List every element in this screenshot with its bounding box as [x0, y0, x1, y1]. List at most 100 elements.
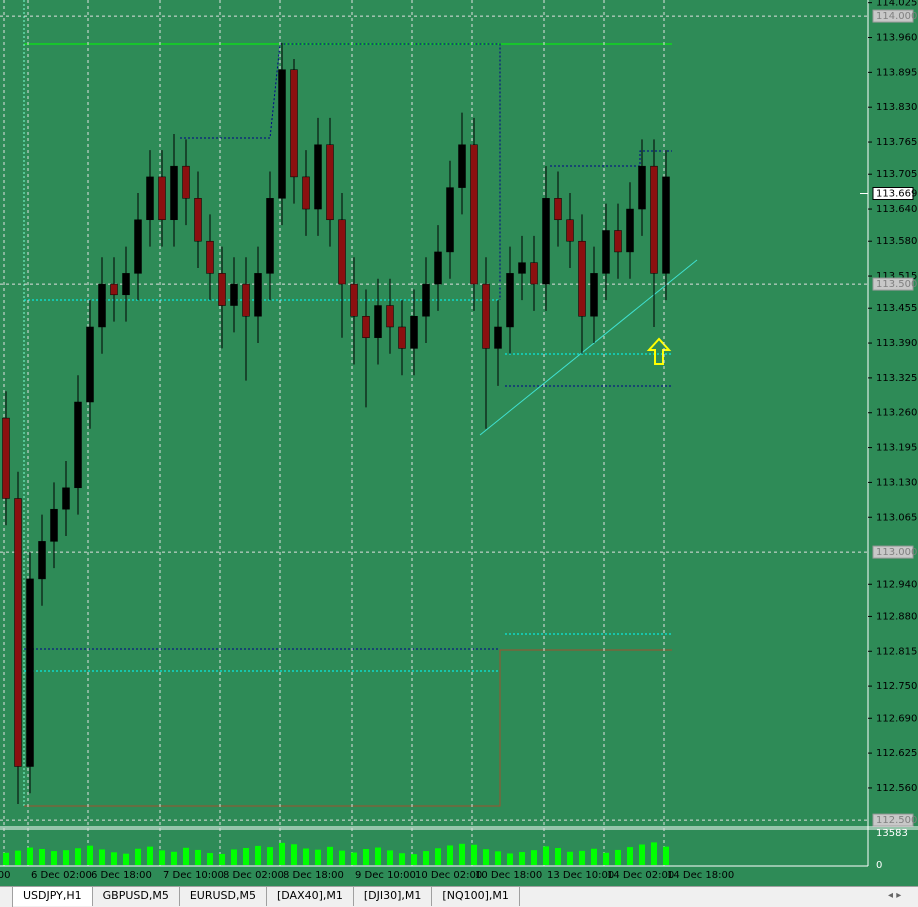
volume-bar: [15, 850, 21, 865]
level-label: 114.000: [876, 11, 917, 22]
y-tick-label: 112.750: [876, 681, 917, 692]
volume-tick-label: 0: [876, 860, 882, 871]
level-label: 113.000: [876, 547, 917, 558]
volume-bar: [51, 851, 57, 865]
volume-bar: [87, 845, 93, 865]
candle-body: [338, 219, 346, 285]
volume-bar: [663, 846, 669, 865]
volume-bar: [387, 850, 393, 865]
y-tick-label: 113.960: [876, 33, 917, 44]
volume-bar: [351, 852, 357, 865]
level-label-box: [872, 277, 914, 291]
candle-body: [242, 283, 250, 317]
chart-tab[interactable]: USDJPY,H1: [13, 887, 93, 906]
candle-body: [650, 165, 658, 274]
volume-bar: [543, 846, 549, 865]
volume-bar: [219, 853, 225, 865]
volume-bar: [375, 847, 381, 865]
chart-tab[interactable]: [DJI30],M1: [354, 887, 433, 906]
level-label: 112.500: [876, 815, 917, 826]
volume-bar: [435, 848, 441, 865]
scroll-left[interactable]: [0, 887, 13, 907]
chart-tab[interactable]: EURUSD,M5: [180, 887, 267, 906]
candle-body: [326, 144, 334, 221]
volume-bar: [555, 848, 561, 865]
candle-body: [446, 187, 454, 253]
volume-bar: [279, 842, 285, 865]
candle-body: [542, 198, 550, 285]
y-tick-label: 113.130: [876, 477, 917, 488]
candle-body: [434, 251, 442, 285]
x-tick-label: 8 Dec 18:00: [283, 870, 344, 881]
candle-body: [482, 283, 490, 349]
volume-bar: [363, 848, 369, 865]
volume-bar: [243, 848, 249, 865]
trend-line: [479, 259, 698, 436]
box-edge: [550, 150, 672, 167]
volume-bar: [267, 847, 273, 865]
x-tick-label: 10 Dec 02:00: [415, 870, 482, 881]
volume-bar: [603, 852, 609, 865]
volume-bar: [411, 854, 417, 865]
candle-body: [98, 283, 106, 328]
y-tick-label: 113.580: [876, 236, 917, 247]
candle-body: [38, 541, 46, 580]
y-tick-label: 113.515: [876, 271, 917, 282]
indicators: [0, 0, 918, 867]
candle-body: [602, 230, 610, 274]
y-tick-label: 112.940: [876, 579, 917, 590]
y-tick-label: 113.640: [876, 204, 917, 215]
candle-body: [146, 176, 154, 221]
volume-bar: [39, 848, 45, 865]
candle-body: [350, 283, 358, 317]
volume-bar: [27, 847, 33, 865]
y-tick-label: 113.260: [876, 408, 917, 419]
volume-bar: [99, 849, 105, 865]
y-tick-label: 114.025: [876, 0, 917, 9]
level-label-box: [872, 813, 914, 827]
scroll-arrows[interactable]: ◂ ▸: [888, 890, 902, 901]
candle-body: [302, 176, 310, 210]
chart-tab[interactable]: [DAX40],M1: [267, 887, 354, 906]
chart-tab[interactable]: GBPUSD,M5: [93, 887, 180, 906]
candle-body: [566, 219, 574, 242]
volume-bar: [111, 852, 117, 865]
y-tick-label: 113.195: [876, 443, 917, 454]
candle-body: [266, 198, 274, 274]
candle-body: [230, 283, 238, 306]
volume-bar: [147, 846, 153, 865]
y-tick-label: 113.830: [876, 102, 917, 113]
chart-tab[interactable]: [NQ100],M1: [432, 887, 520, 906]
x-tick-label: 6 Dec 18:00: [91, 870, 152, 881]
tab-bar: USDJPY,H1 GBPUSD,M5 EURUSD,M5 [DAX40],M1 [DJ…: [0, 886, 918, 907]
y-tick-label: 113.765: [876, 137, 917, 148]
candle-body: [614, 230, 622, 253]
candle-body: [410, 315, 418, 349]
candle-body: [398, 326, 406, 349]
volume-bar: [183, 847, 189, 865]
y-tick-label: 113.455: [876, 303, 917, 314]
candle-body: [494, 326, 502, 349]
candle-body: [506, 273, 514, 328]
volume-bar: [291, 844, 297, 865]
box-edge: [24, 649, 672, 807]
volume-bar: [159, 850, 165, 865]
x-tick-label: 7 Dec 10:00: [163, 870, 224, 881]
volume-bar: [519, 852, 525, 865]
x-tick-label: 13 Dec 10:00: [547, 870, 614, 881]
volume-bar: [627, 847, 633, 865]
y-tick-label: 112.815: [876, 646, 917, 657]
y-tick-label: 112.690: [876, 713, 917, 724]
candle-body: [314, 144, 322, 210]
volume-bar: [495, 851, 501, 865]
volume-bar: [171, 851, 177, 865]
volume-bar: [591, 848, 597, 865]
x-tick-label: 8 Dec 02:00: [223, 870, 284, 881]
volume-bar: [63, 850, 69, 865]
candle-body: [278, 69, 286, 199]
chart: 114.025 113.960 113.895 113.830 113.765 113.7…: [0, 0, 918, 886]
volume-bar: [315, 849, 321, 865]
level-label-box: [872, 9, 914, 23]
candle-body: [2, 417, 10, 499]
